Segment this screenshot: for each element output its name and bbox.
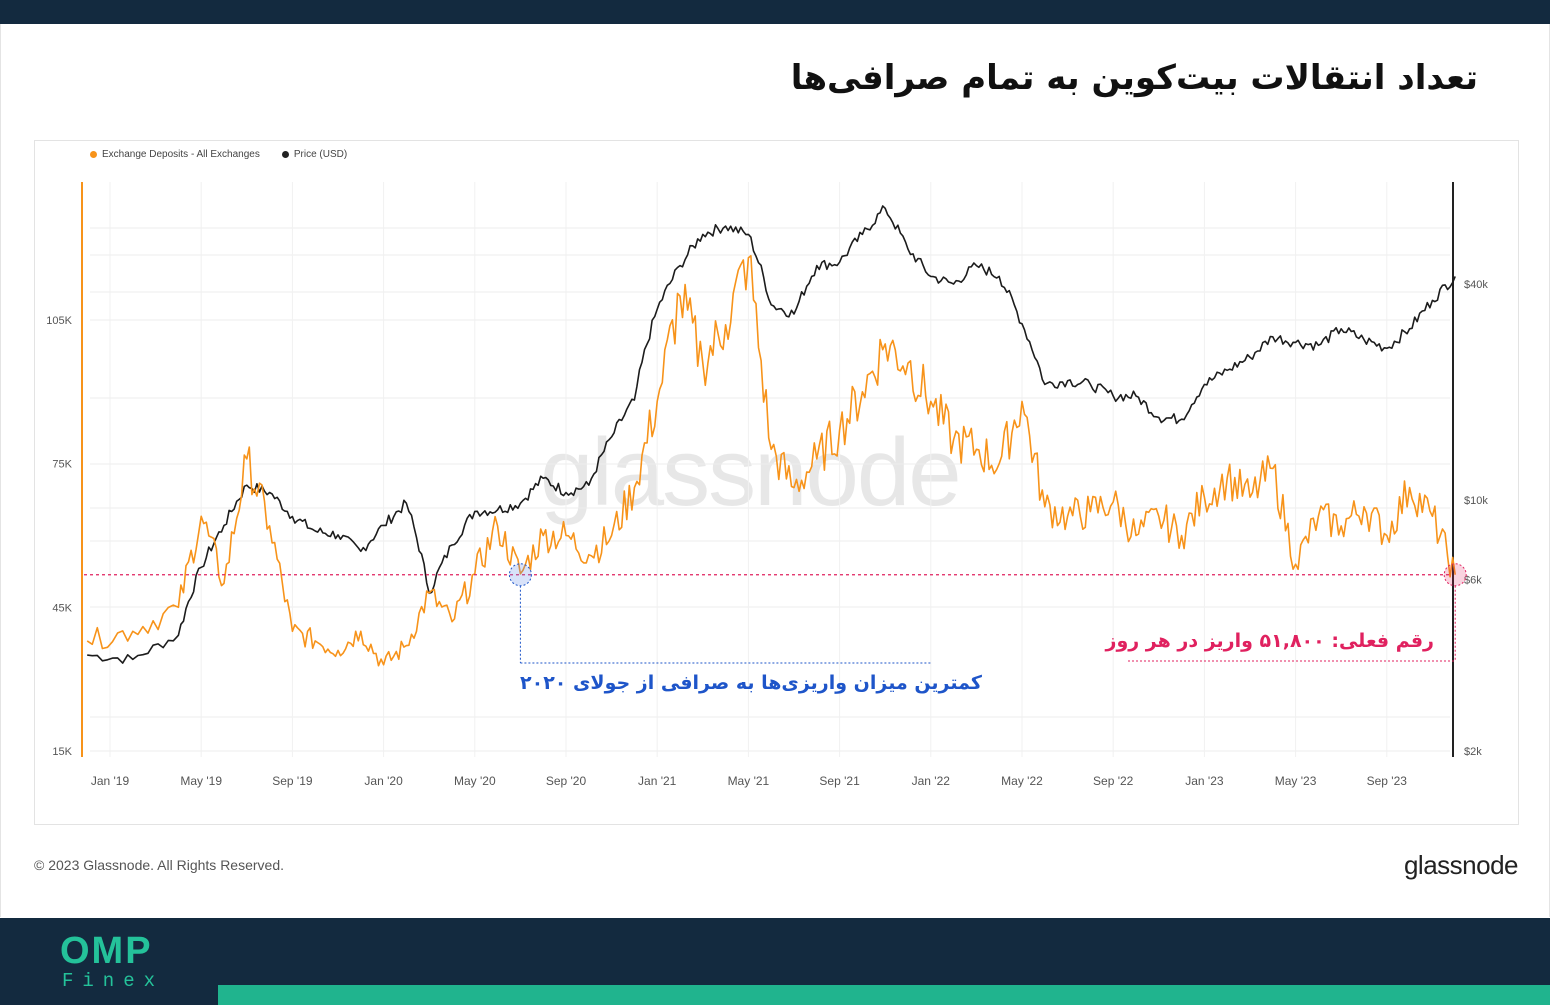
y-right-tick-label: $6k	[1464, 575, 1482, 587]
legend-label-price: Price (USD)	[293, 149, 348, 160]
x-tick-label: Sep '20	[546, 774, 587, 788]
x-tick-label: Jan '20	[364, 774, 403, 788]
top-bar	[0, 0, 1550, 24]
x-tick-label: May '21	[728, 774, 770, 788]
x-tick-label: Jan '19	[91, 774, 130, 788]
y-left-tick-label: 105K	[46, 315, 72, 327]
current-marker-circle	[1443, 563, 1467, 587]
chart-panel	[34, 140, 1519, 825]
legend-dot-deposits	[90, 151, 97, 158]
low-marker-circle	[508, 563, 532, 587]
y-left-tick-label: 75K	[52, 459, 72, 471]
x-tick-label: May '19	[180, 774, 222, 788]
finex-logo-text: Finex	[62, 970, 165, 992]
x-tick-label: May '20	[454, 774, 496, 788]
y-right-tick-label: $2k	[1464, 746, 1482, 758]
annotation-lowest: کمترین میزان واریزی‌ها به صرافی از جولای…	[520, 672, 982, 694]
legend-label-deposits: Exchange Deposits - All Exchanges	[102, 149, 260, 160]
x-tick-label: Sep '19	[272, 774, 313, 788]
x-tick-label: Jan '22	[912, 774, 951, 788]
annotation-current: رقم فعلی: ۵۱,۸۰۰ واریز در هر روز	[1105, 630, 1435, 652]
chart-legend: Exchange Deposits - All Exchanges Price …	[90, 149, 347, 160]
x-tick-label: Jan '21	[638, 774, 677, 788]
footer-bar	[0, 918, 1550, 1005]
glassnode-logo: glassnode	[1403, 850, 1519, 880]
x-tick-label: Jan '23	[1185, 774, 1224, 788]
x-tick-label: May '22	[1001, 774, 1043, 788]
series-line-deposits	[86, 255, 1456, 667]
page-title: تعداد انتقالات بیت‌کوین به تمام صرافی‌ها	[790, 58, 1478, 98]
footer-accent-strip	[218, 985, 1550, 1005]
legend-item-deposits[interactable]: Exchange Deposits - All Exchanges	[90, 149, 260, 160]
copyright-text: © 2023 Glassnode. All Rights Reserved.	[34, 857, 285, 873]
x-tick-label: May '23	[1275, 774, 1317, 788]
series-line-price	[87, 205, 1456, 664]
y-right-tick-label: $10k	[1464, 495, 1488, 507]
x-tick-label: Sep '22	[1093, 774, 1134, 788]
y-right-tick-label: $40k	[1464, 279, 1488, 291]
legend-dot-price	[281, 151, 289, 158]
omp-logo: OMP	[60, 930, 153, 972]
y-left-tick-label: 45K	[52, 602, 72, 614]
x-tick-label: Sep '21	[819, 774, 860, 788]
x-tick-label: Sep '23	[1367, 774, 1408, 788]
y-left-tick-label: 15K	[52, 746, 72, 758]
legend-item-price[interactable]: Price (USD)	[281, 149, 348, 160]
